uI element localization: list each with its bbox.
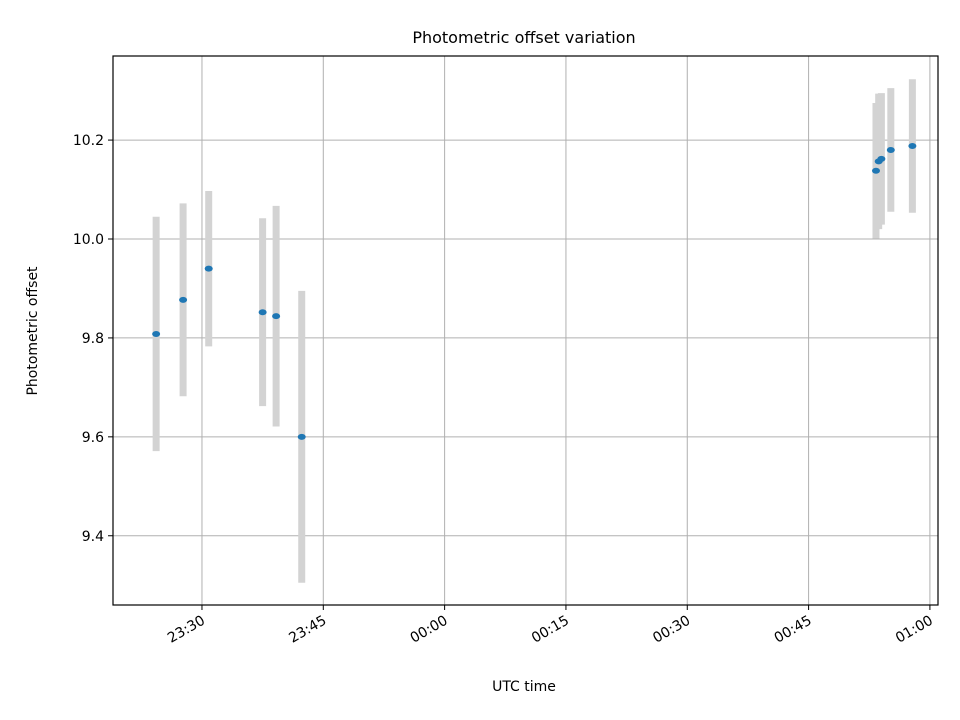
data-point	[258, 309, 267, 316]
data-point	[272, 313, 281, 320]
chart-title: Photometric offset variation	[412, 28, 635, 47]
data-point	[297, 433, 306, 440]
data-point	[871, 167, 880, 174]
y-tick-label: 9.4	[82, 529, 104, 545]
x-tick-label: 01:00	[893, 613, 936, 647]
grid-layer	[113, 56, 938, 605]
data-point	[152, 330, 161, 337]
y-axis-label: Photometric offset	[25, 266, 41, 396]
y-tick-label: 9.6	[82, 430, 104, 446]
y-tick-label: 10.2	[73, 133, 104, 149]
data-point	[179, 296, 188, 303]
x-tick-label: 23:45	[286, 613, 329, 647]
x-tick-label: 00:00	[408, 613, 451, 647]
x-axis-label: UTC time	[492, 679, 556, 695]
y-tick-label: 9.8	[82, 331, 104, 347]
data-point	[886, 146, 895, 153]
x-tick-label: 23:30	[165, 613, 208, 647]
y-tick-label: 10.0	[73, 232, 104, 248]
x-tick-label: 00:15	[529, 613, 572, 647]
plot-frame	[112, 55, 939, 606]
data-point	[877, 155, 886, 162]
data-point	[204, 265, 213, 272]
errorbar-layer	[152, 79, 916, 583]
x-tick-label: 00:30	[650, 613, 693, 647]
point-layer	[152, 143, 917, 440]
x-tick-label: 00:45	[772, 613, 815, 647]
data-point	[908, 143, 917, 150]
